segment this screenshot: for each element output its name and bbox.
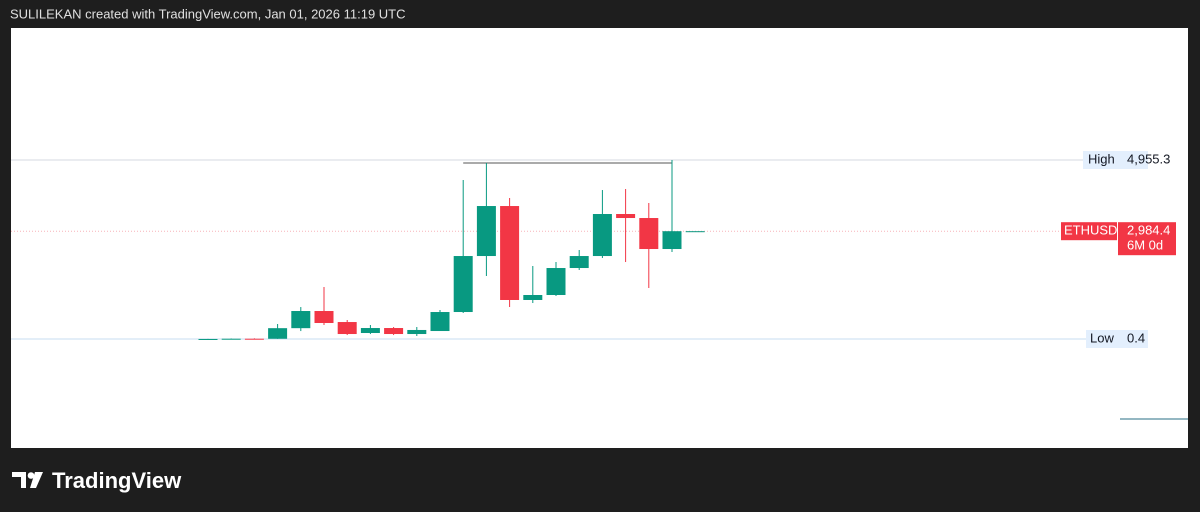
candle-body	[569, 256, 589, 269]
candle-body	[523, 295, 543, 300]
countdown: 6M 0d	[1127, 238, 1163, 253]
low-label-box	[1086, 329, 1148, 348]
candle-body	[268, 328, 288, 339]
low-label: Low	[1090, 330, 1114, 345]
candle-body	[430, 312, 450, 332]
candle-body	[685, 231, 705, 233]
symbol-box	[1061, 222, 1117, 241]
symbol-label: ETHUSD	[1064, 223, 1117, 238]
high-label-box	[1083, 150, 1148, 169]
candle-body	[337, 322, 357, 335]
candle-body	[407, 329, 427, 335]
candle-body	[500, 206, 520, 300]
high-value: 4,955.3	[1127, 151, 1170, 166]
candle-body	[244, 338, 264, 340]
low-value: 0.4	[1127, 330, 1145, 345]
candle-body	[592, 214, 612, 257]
brand: TradingView	[52, 468, 182, 493]
candle-body	[453, 256, 473, 313]
logo	[12, 472, 43, 488]
candle-body	[662, 231, 682, 250]
candle-body	[360, 328, 380, 334]
candle-body	[616, 214, 636, 219]
price-value: 2,984.4	[1127, 223, 1170, 238]
candle-body	[384, 328, 404, 335]
candle-body	[198, 338, 218, 340]
price-box	[1118, 222, 1176, 256]
candle-body	[221, 338, 241, 340]
candle-body	[546, 268, 566, 296]
candle-body	[291, 311, 311, 329]
high-label: High	[1088, 151, 1115, 166]
candle-body	[314, 311, 334, 324]
candle-body	[476, 206, 496, 257]
header: SULILEKAN created with TradingView.com, …	[10, 6, 406, 21]
candle-body	[639, 218, 659, 250]
